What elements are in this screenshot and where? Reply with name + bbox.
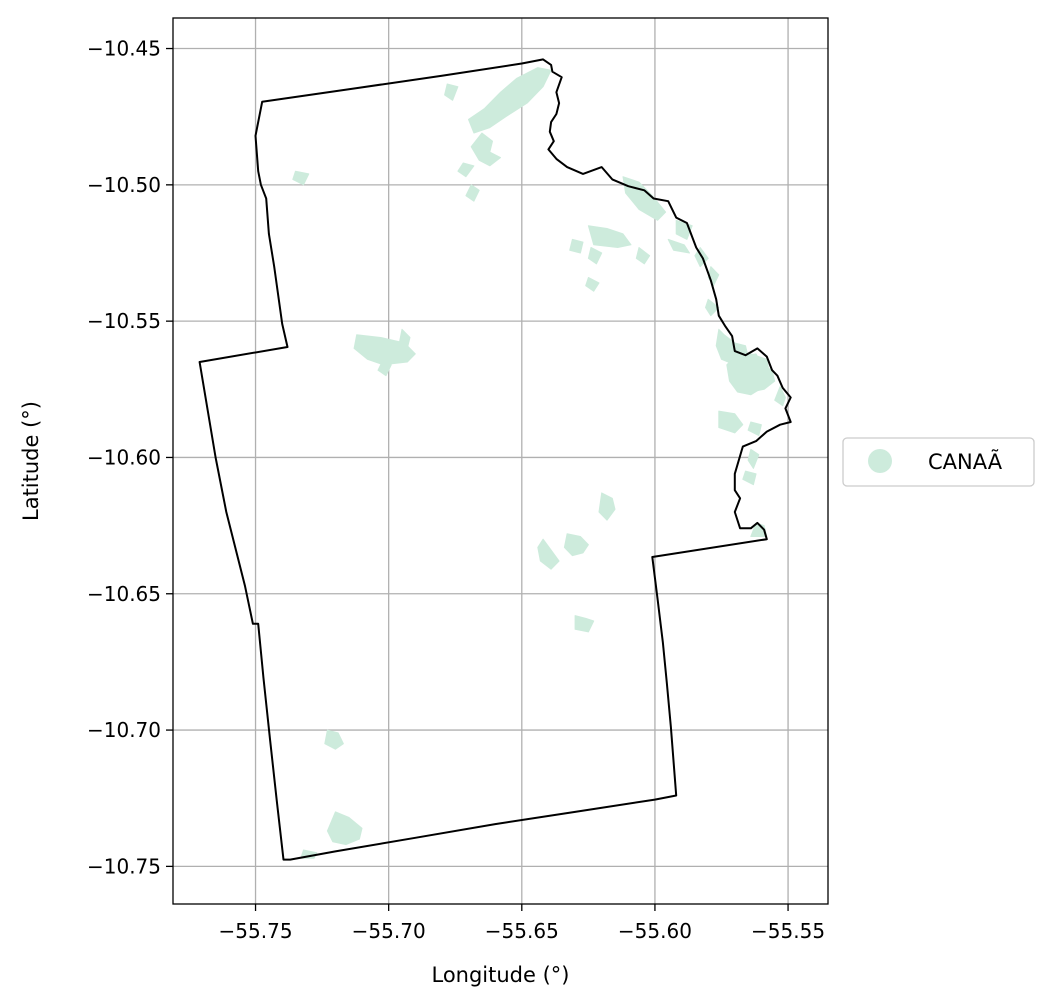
canaa-patch <box>747 421 762 437</box>
canaa-patch <box>742 470 757 486</box>
canaa-patch <box>635 247 651 265</box>
canaa-patch <box>734 353 776 393</box>
canaa-patch <box>747 448 760 469</box>
canaa-patch <box>398 328 411 349</box>
y-tick-label: −10.45 <box>87 37 161 61</box>
y-tick-label: −10.50 <box>87 173 161 197</box>
canaa-patch <box>468 67 552 134</box>
canaa-patch <box>587 225 632 248</box>
y-axis-label: Latitude (°) <box>19 401 43 521</box>
canaa-patch <box>537 538 560 570</box>
canaa-patch <box>457 162 475 178</box>
boundary-outline <box>198 58 792 861</box>
canaa-patch <box>444 83 459 101</box>
canaa-patch <box>774 386 786 407</box>
legend-frame <box>842 437 1035 487</box>
canaa-patch <box>705 298 720 317</box>
legend-label-canaa: CANAÃ <box>928 448 1003 474</box>
canaa-patch <box>574 615 595 633</box>
municipality-boundary <box>198 58 792 861</box>
y-tick-label: −10.70 <box>87 718 161 742</box>
canaa-patch <box>598 492 616 521</box>
canaa-patch <box>563 533 589 557</box>
x-tick-label: −55.75 <box>219 919 293 943</box>
canaa-patch <box>587 247 603 265</box>
x-axis-label: Longitude (°) <box>431 963 569 987</box>
plot-area-frame <box>172 17 829 905</box>
y-tick-label: −10.55 <box>87 309 161 333</box>
axis-ticks: −55.75 −55.70 −55.65 −55.60 −55.55 −10.45 −10.… <box>87 37 825 943</box>
canaa-patch <box>585 277 600 292</box>
legend-marker-canaa <box>868 449 892 473</box>
canaa-patch <box>470 132 501 167</box>
canaa-patch <box>718 410 744 434</box>
y-tick-label: −10.75 <box>87 854 161 878</box>
x-tick-label: −55.70 <box>352 919 426 943</box>
canaa-patch <box>292 170 310 186</box>
canaa-patch <box>667 238 690 254</box>
x-tick-label: −55.65 <box>485 919 559 943</box>
canaa-patch <box>324 729 344 750</box>
canaa-patches <box>292 67 786 859</box>
y-tick-label: −10.65 <box>87 582 161 606</box>
y-tick-label: −10.60 <box>87 445 161 469</box>
canaa-patch <box>326 811 363 846</box>
legend: CANAÃ <box>842 437 1035 487</box>
x-tick-label: −55.60 <box>618 919 692 943</box>
canaa-patch <box>465 184 480 202</box>
canaa-patch <box>569 238 584 254</box>
x-tick-label: −55.55 <box>751 919 825 943</box>
canaa-patch <box>377 358 392 377</box>
